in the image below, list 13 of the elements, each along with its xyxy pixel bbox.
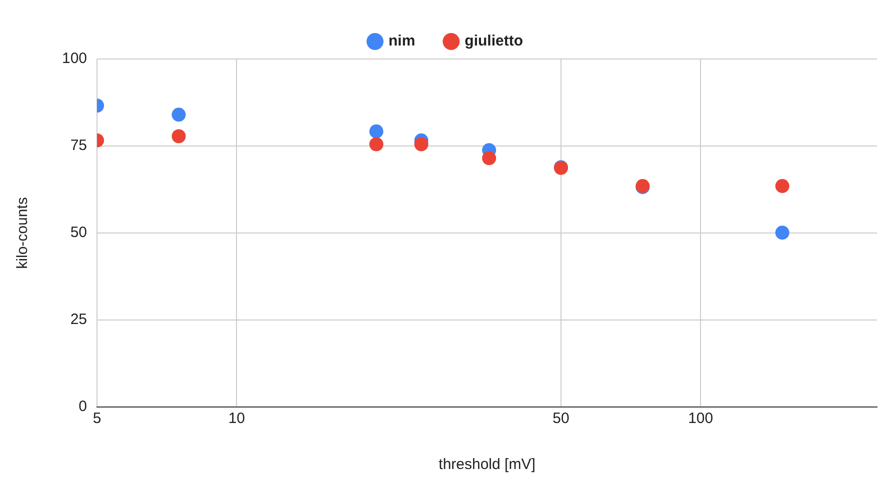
- y-tick-label: 0: [78, 398, 88, 416]
- legend-label: nim: [388, 32, 416, 50]
- x-tick-label: 10: [228, 410, 246, 428]
- y-axis-title: kilo-counts: [14, 197, 32, 269]
- y-tick-label: 50: [70, 224, 88, 242]
- y-tick-label: 25: [70, 311, 88, 328]
- legend-label: giulietto: [464, 32, 523, 50]
- y-tick-label: 100: [62, 50, 88, 68]
- x-tick-label: 5: [92, 410, 102, 428]
- x-tick-label: 100: [688, 410, 714, 428]
- y-tick-label: 75: [70, 137, 88, 154]
- x-tick-label: 50: [552, 410, 570, 428]
- x-axis-title: threshold [mV]: [438, 456, 536, 474]
